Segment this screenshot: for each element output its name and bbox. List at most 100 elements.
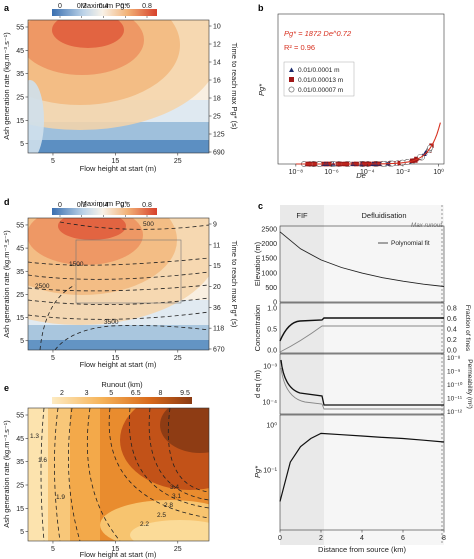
right-tick-label: 670	[213, 347, 225, 354]
xtick-label: 0	[278, 535, 282, 542]
right-tick-label: 10⁻⁹	[447, 369, 461, 376]
right-tick-label: 12	[213, 42, 221, 49]
ytick-label: 45	[16, 48, 24, 55]
right-tick-label: 10	[213, 24, 221, 31]
xtick-label: 10⁻⁴	[360, 169, 375, 176]
right-tick-label: 0.8	[447, 306, 457, 313]
legend-b-marker-square	[289, 77, 294, 82]
plot-d-frame	[27, 217, 210, 351]
colorbar-e	[52, 397, 192, 404]
contour-e-label-1: 1.3	[30, 433, 39, 440]
colorbar-tick-label: 9.5	[180, 390, 190, 397]
ytick-label: 2000	[261, 241, 277, 248]
region-defluid-label: Defluidisation	[361, 211, 406, 220]
colorbar-tick-label: 0.4	[99, 202, 109, 209]
plot-a-frame	[27, 19, 210, 154]
subplot-elevation	[279, 225, 445, 303]
panel-c: c FIF Defluidisation Max runout Polynomi…	[253, 201, 473, 554]
ytick-label: 15	[16, 506, 24, 513]
xtick-label: 15	[111, 158, 119, 165]
right-tick-label: 16	[213, 78, 221, 85]
ytick-label: 2500	[261, 226, 277, 233]
axes-b: 10⁻⁸ 10⁻⁶ 10⁻⁴ 10⁻² 10⁰	[289, 164, 444, 176]
xtick-label: 10⁻⁸	[289, 169, 303, 176]
right-tick-label: 14	[213, 60, 221, 67]
ytick-label: 0.5	[267, 327, 277, 334]
scatter-point-square	[413, 158, 418, 163]
ytick-label: 35	[16, 459, 24, 466]
xtick-label: 5	[51, 546, 55, 553]
axis-c-ylabel-3: d eq (m)	[253, 370, 262, 398]
xtick-label: 8	[442, 535, 446, 542]
right-tick-label: 125	[213, 132, 225, 139]
ytick-label: 5	[20, 529, 24, 536]
axis-a-ylabel: Ash generation rate (kg.m⁻³.s⁻¹)	[2, 32, 11, 140]
ytick-label: 1000	[261, 270, 277, 277]
colorbar-a-ticks: 0 0.2 0.4 0.6 0.8	[58, 3, 152, 18]
colorbar-d-label: Maximum Pg*	[81, 199, 128, 208]
fit-line-b	[295, 122, 441, 165]
ytick-label: 35	[16, 71, 24, 78]
axis-c-ylabel-2: Concentration	[253, 305, 262, 352]
right-tick-label: 10⁻⁸	[447, 355, 461, 362]
fit-r2: R² = 0.96	[284, 43, 315, 52]
region-defluidisation	[324, 205, 444, 545]
right-tick-label: 0.6	[447, 316, 457, 323]
subplot-concentration	[279, 302, 445, 354]
right-tick-label: 0.2	[447, 337, 457, 344]
ytick-label: 25	[16, 292, 24, 299]
xtick-label: 15	[111, 546, 119, 553]
colorbar-d	[52, 208, 157, 215]
axis-c-xlabel: Distance from source (km)	[318, 545, 406, 554]
colorbar-tick-label: 2	[60, 390, 64, 397]
axis-b-xlabel: De	[356, 171, 366, 180]
ytick-label: 5	[20, 141, 24, 148]
ytick-label: 10⁻¹	[263, 468, 277, 475]
axes-e: 5 15 25 55 45 35 25 15 5	[16, 413, 182, 554]
axes-d: 5 15 25 55 45 35 25 15 5 9 11 15 20 36 118 670	[16, 222, 225, 363]
colorbar-a-label: Maximum Pg*	[81, 1, 128, 10]
axis-b-ylabel: Pg*	[257, 83, 266, 96]
right-tick-label: 0.0	[447, 348, 457, 355]
xtick-label: 10⁰	[433, 168, 444, 176]
colorbar-tick-label: 3	[85, 390, 89, 397]
contour-e-label-5: 2.5	[157, 512, 166, 519]
right-tick-label: 25	[213, 114, 221, 121]
right-tick-label: 20	[213, 284, 221, 291]
panel-e: e Runout (km) 2 3 5 6.5 8 9.5 1.3 1.6 1.9 2.2	[2, 380, 210, 559]
right-tick-label: 9	[213, 222, 217, 229]
panel-b-label: b	[258, 3, 264, 13]
axis-e-xlabel: Flow height at start (m)	[80, 550, 157, 559]
right-tick-label: 0.4	[447, 327, 457, 334]
axis-c-ylabel-1: Elevation (m)	[253, 241, 262, 286]
xtick-label: 25	[174, 158, 182, 165]
ytick-label: 1500	[261, 256, 277, 263]
xtick-label: 4	[360, 535, 364, 542]
right-tick-label: 10⁻¹⁰	[447, 381, 463, 389]
colorbar-tick-label: 0	[58, 202, 62, 209]
axis-d-xlabel: Flow height at start (m)	[80, 360, 157, 369]
panel-b: b 10⁻⁸ 10⁻⁶ 10⁻⁴ 10⁻² 10⁰ Pg* = 1872 De^0.72…	[257, 3, 445, 180]
ytick-label: 500	[265, 285, 277, 292]
panel-a: a Maximum Pg* 0 0.2 0.4 0.6 0.8 5 15 25 55 45 35 2…	[2, 1, 239, 173]
xtick-label: 2	[319, 535, 323, 542]
ytick-label: 10⁻³	[263, 364, 277, 371]
right-tick-label: 36	[213, 305, 221, 312]
axes-a: 5 15 25 55 45 35 25 15 5 10 12 14 16 18 25 125 690	[16, 24, 225, 166]
axis-c-right-label-2: Fraction of fines	[464, 305, 471, 352]
colorbar-tick-label: 0.6	[120, 3, 130, 10]
axis-a-xlabel: Flow height at start (m)	[80, 164, 157, 173]
right-tick-label: 15	[213, 263, 221, 270]
ytick-label: 10⁻⁴	[263, 400, 278, 407]
contour-e-label-7: 3.1	[172, 493, 181, 500]
colorbar-tick-label: 0.8	[142, 3, 152, 10]
pg-line	[279, 432, 445, 502]
panel-e-label: e	[4, 383, 9, 393]
colorbar-e-ticks: 2 3 5 6.5 8 9.5	[60, 390, 190, 397]
right-tick-label: 690	[213, 150, 225, 157]
ytick-label: 0.0	[267, 348, 277, 355]
axis-a-right-label: Time to reach max Pg* (s)	[230, 43, 239, 130]
max-runout-label: Max runout	[411, 222, 442, 229]
concentration-line	[279, 317, 444, 342]
